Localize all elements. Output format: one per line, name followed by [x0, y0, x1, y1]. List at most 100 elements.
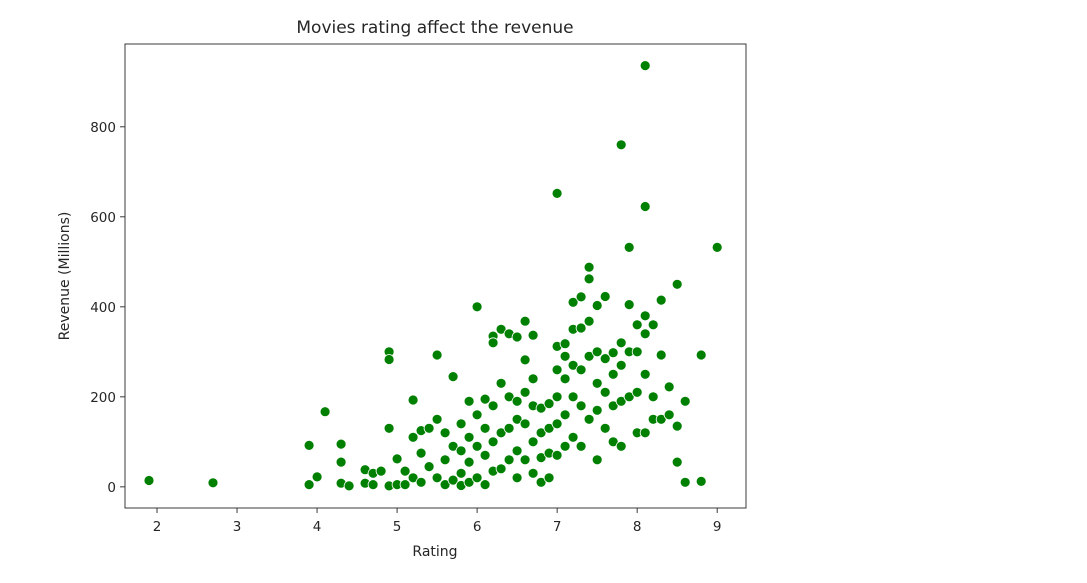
data-point [535, 427, 547, 439]
data-point [607, 436, 619, 448]
data-point [695, 349, 707, 361]
data-point [447, 440, 459, 452]
data-point [671, 456, 683, 468]
data-point [679, 395, 691, 407]
data-point [551, 187, 563, 199]
data-point [503, 422, 515, 434]
x-tick-label: 8 [633, 519, 642, 535]
data-point [143, 475, 155, 486]
data-point [479, 393, 491, 405]
data-point [495, 323, 507, 335]
chart-title: Movies rating affect the revenue [296, 18, 573, 38]
data-point [511, 472, 523, 484]
data-point [607, 400, 619, 412]
y-tick-label: 800 [90, 120, 116, 136]
data-point [591, 346, 603, 358]
y-tick-label: 600 [90, 210, 116, 226]
data-point [583, 273, 595, 285]
data-point [311, 471, 323, 483]
data-point [551, 418, 563, 430]
data-point [695, 475, 707, 487]
data-point [455, 418, 467, 430]
data-point [671, 278, 683, 290]
data-point [615, 359, 627, 371]
data-point [639, 310, 651, 322]
data-point [463, 431, 475, 443]
data-point [527, 467, 539, 479]
data-point [519, 354, 531, 366]
data-point [343, 480, 355, 492]
data-point [575, 440, 587, 452]
data-point [639, 328, 651, 340]
x-tick-label: 5 [393, 519, 402, 535]
data-point [503, 391, 515, 403]
data-point [615, 440, 627, 452]
data-point [551, 391, 563, 403]
data-point [575, 322, 587, 334]
data-point [559, 350, 571, 362]
data-point [455, 467, 467, 479]
data-point [495, 463, 507, 475]
data-point [551, 364, 563, 376]
data-point [415, 447, 427, 459]
data-point [303, 439, 315, 451]
data-point [511, 413, 523, 425]
data-point [439, 427, 451, 439]
x-tick-label: 2 [153, 519, 162, 535]
data-point [631, 346, 643, 358]
data-point [487, 400, 499, 412]
y-axis-label: Revenue (Millions) [57, 212, 73, 341]
data-point [599, 386, 611, 398]
data-point [639, 60, 651, 71]
data-point [519, 418, 531, 430]
data-point [679, 476, 691, 488]
data-point [655, 349, 667, 361]
data-point [463, 476, 475, 488]
data-point [207, 477, 219, 489]
data-points [143, 60, 723, 492]
data-point [567, 296, 579, 308]
x-axis: 2 3 4 5 6 7 8 9 [153, 508, 722, 535]
data-point [511, 445, 523, 457]
x-tick-label: 3 [233, 519, 242, 535]
data-point [399, 465, 411, 477]
data-point [511, 395, 523, 407]
data-point [479, 449, 491, 461]
data-point [559, 440, 571, 452]
data-point [543, 472, 555, 484]
data-point [463, 456, 475, 468]
data-point [375, 465, 387, 477]
data-point [623, 241, 635, 253]
data-point [639, 427, 651, 439]
data-point [431, 472, 443, 484]
data-point [399, 479, 411, 491]
data-point [599, 353, 611, 365]
data-point [655, 294, 667, 306]
data-point [527, 436, 539, 448]
data-point [431, 349, 443, 361]
y-tick-label: 0 [107, 480, 116, 496]
data-point [535, 402, 547, 414]
data-point [367, 479, 379, 491]
data-point [615, 395, 627, 407]
data-point [567, 431, 579, 443]
data-point [479, 479, 491, 491]
data-point [711, 241, 723, 253]
data-point [527, 373, 539, 385]
data-point [439, 454, 451, 466]
data-point [647, 391, 659, 403]
data-point [567, 359, 579, 371]
x-tick-label: 9 [713, 519, 722, 535]
data-point [639, 368, 651, 380]
y-tick-label: 200 [90, 390, 116, 406]
x-tick-label: 7 [553, 519, 562, 535]
data-point [519, 315, 531, 327]
data-point [407, 472, 419, 484]
data-point [559, 409, 571, 421]
data-point [527, 329, 539, 341]
data-point [599, 291, 611, 302]
data-point [479, 422, 491, 434]
data-point [487, 436, 499, 448]
data-point [519, 386, 531, 398]
data-point [583, 315, 595, 327]
